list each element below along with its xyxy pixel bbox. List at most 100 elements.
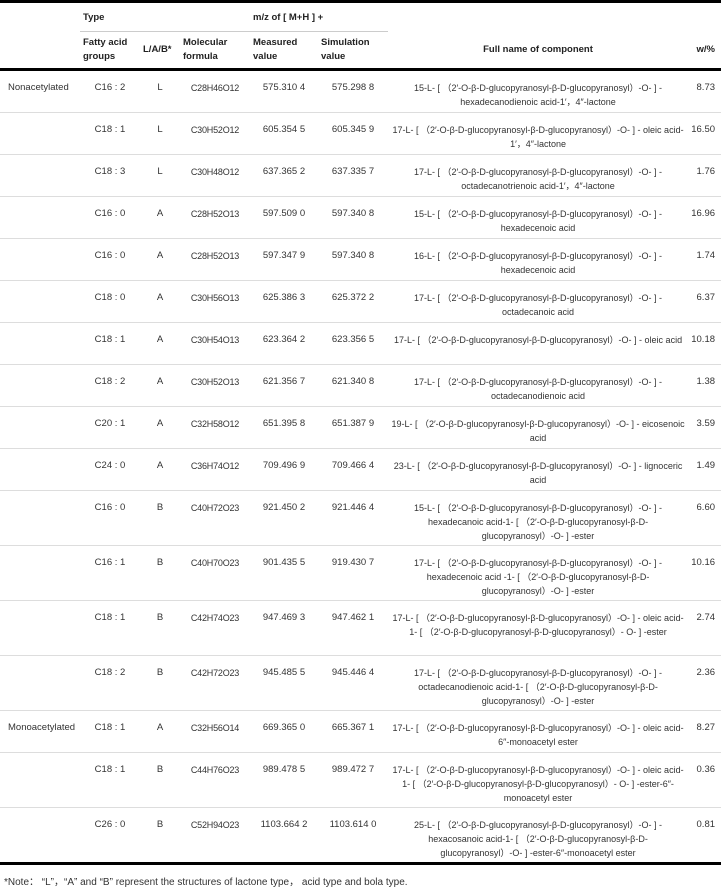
table-row: C16 : 1 B C40H70O23 901.435 5 919.430 7 17-L-… (0, 545, 721, 601)
formula-cell: C40H70O23 (180, 545, 250, 601)
table-row: C18 : 1 L C30H52O12 605.354 5 605.345 9 17-L-… (0, 112, 721, 155)
w-percent-cell: 0.81 (688, 807, 721, 865)
simulation-value-cell: 709.466 4 (318, 448, 389, 491)
fatty-acid-cell: C18 : 1 (80, 322, 140, 365)
lab-cell: L (140, 69, 180, 113)
table-row: C24 : 0 A C36H74O12 709.496 9 709.466 4 23-L-… (0, 448, 721, 491)
header-w: w/% (696, 43, 716, 55)
measured-value-cell: 669.365 0 (250, 710, 318, 753)
full-name-cell: 15-L- [ （2′-O-β-D-glucopyranosyl-β-D-glu… (388, 196, 689, 239)
simulation-value-cell: 921.446 4 (318, 490, 389, 546)
fatty-acid-cell: C18 : 1 (80, 710, 140, 753)
table-row: C16 : 0 A C28H52O13 597.509 0 597.340 8 15-L-… (0, 196, 721, 239)
measured-value-cell: 947.469 3 (250, 600, 318, 656)
simulation-value-cell: 621.340 8 (318, 364, 389, 407)
lab-cell: A (140, 448, 180, 491)
table-row: C18 : 1 B C44H76O23 989.478 5 989.472 7 17-L-… (0, 752, 721, 808)
measured-value-cell: 921.450 2 (250, 490, 318, 546)
group-cell (0, 196, 80, 239)
group-cell (0, 655, 80, 711)
formula-cell: C36H74O12 (180, 448, 250, 491)
fatty-acid-cell: C16 : 0 (80, 196, 140, 239)
simulation-value-cell: 651.387 9 (318, 406, 389, 449)
measured-value-cell: 625.386 3 (250, 280, 318, 323)
header-fatty-acid-groups: Fatty acid groups (83, 37, 128, 62)
simulation-value-cell: 947.462 1 (318, 600, 389, 656)
formula-cell: C30H48O12 (180, 154, 250, 197)
measured-value-cell: 605.354 5 (250, 112, 318, 155)
simulation-value-cell: 605.345 9 (318, 112, 389, 155)
table-row: C18 : 0 A C30H56O13 625.386 3 625.372 2 17-L-… (0, 280, 721, 323)
w-percent-cell: 8.73 (688, 69, 721, 113)
full-name-cell: 19-L- [ （2′-O-β-D-glucopyranosyl-β-D-glu… (388, 406, 689, 449)
header-row-2: Fatty acid groups L/A/B* Molecular formu… (0, 32, 721, 70)
full-name-cell: 17-L- [ （2′-O-β-D-glucopyranosyl-β-D-glu… (388, 280, 689, 323)
full-name-cell: 17-L- [ （2′-O-β-D-glucopyranosyl-β-D-glu… (388, 752, 689, 808)
w-percent-cell: 2.74 (688, 600, 721, 656)
simulation-value-cell: 637.335 7 (318, 154, 389, 197)
simulation-value-cell: 989.472 7 (318, 752, 389, 808)
fatty-acid-cell: C18 : 2 (80, 364, 140, 407)
measured-value-cell: 597.509 0 (250, 196, 318, 239)
header-lab: L/A/B* (143, 44, 172, 55)
group-cell (0, 364, 80, 407)
measured-value-cell: 597.347 9 (250, 238, 318, 281)
simulation-value-cell: 597.340 8 (318, 196, 389, 239)
measured-value-cell: 621.356 7 (250, 364, 318, 407)
full-name-cell: 15-L- [ （2′-O-β-D-glucopyranosyl-β-D-glu… (388, 490, 689, 546)
table-row: C18 : 2 A C30H52O13 621.356 7 621.340 8 17-L-… (0, 364, 721, 407)
formula-cell: C32H58O12 (180, 406, 250, 449)
group-cell (0, 600, 80, 656)
formula-cell: C32H56O14 (180, 710, 250, 753)
header-simulation: Simulation value (321, 37, 370, 62)
table-row: C20 : 1 A C32H58O12 651.395 8 651.387 9 19-L-… (0, 406, 721, 449)
header-spacer (0, 2, 80, 32)
header-spacer (388, 2, 688, 32)
lab-cell: B (140, 545, 180, 601)
components-table: Type m/z of [ M+H ] + Fatty acid groups … (0, 0, 721, 865)
lab-cell: B (140, 600, 180, 656)
full-name-cell: 15-L- [ （2′-O-β-D-glucopyranosyl-β-D-glu… (388, 69, 689, 113)
simulation-value-cell: 945.446 4 (318, 655, 389, 711)
measured-value-cell: 945.485 5 (250, 655, 318, 711)
w-percent-cell: 8.27 (688, 710, 721, 753)
lab-cell: A (140, 196, 180, 239)
fatty-acid-cell: C18 : 1 (80, 600, 140, 656)
lab-cell: B (140, 807, 180, 865)
w-percent-cell: 16.96 (688, 196, 721, 239)
simulation-value-cell: 625.372 2 (318, 280, 389, 323)
header-mz: m/z of [ M+H ] + (250, 1, 389, 32)
group-cell: Nonacetylated (0, 69, 80, 113)
full-name-cell: 17-L- [ （2′-O-β-D-glucopyranosyl-β-D-glu… (388, 545, 689, 601)
lab-cell: A (140, 710, 180, 753)
w-percent-cell: 1.76 (688, 154, 721, 197)
table-row: C16 : 0 B C40H72O23 921.450 2 921.446 4 15-L-… (0, 490, 721, 546)
formula-cell: C42H74O23 (180, 600, 250, 656)
lab-cell: B (140, 490, 180, 546)
formula-cell: C28H52O13 (180, 196, 250, 239)
simulation-value-cell: 1103.614 0 (318, 807, 389, 865)
formula-cell: C28H46O12 (180, 69, 250, 113)
table-row: Monoacetylated C18 : 1 A C32H56O14 669.365 0… (0, 710, 721, 753)
header-full-name: Full name of component (483, 43, 593, 55)
group-cell (0, 448, 80, 491)
lab-cell: A (140, 406, 180, 449)
group-cell (0, 545, 80, 601)
simulation-value-cell: 597.340 8 (318, 238, 389, 281)
group-cell (0, 752, 80, 808)
formula-cell: C30H54O13 (180, 322, 250, 365)
table-footnote: *Note： “L”，“A” and “B” represent the str… (4, 877, 408, 888)
table-row: C18 : 1 B C42H74O23 947.469 3 947.462 1 17-L-… (0, 600, 721, 656)
full-name-cell: 17-L- [ （2′-O-β-D-glucopyranosyl-β-D-glu… (388, 600, 689, 656)
w-percent-cell: 10.16 (688, 545, 721, 601)
formula-cell: C30H52O13 (180, 364, 250, 407)
lab-cell: L (140, 112, 180, 155)
fatty-acid-cell: C20 : 1 (80, 406, 140, 449)
measured-value-cell: 1103.664 2 (250, 807, 318, 865)
formula-cell: C42H72O23 (180, 655, 250, 711)
table-row: C16 : 0 A C28H52O13 597.347 9 597.340 8 16-L-… (0, 238, 721, 281)
header-spacer (0, 32, 80, 70)
group-cell (0, 807, 80, 865)
